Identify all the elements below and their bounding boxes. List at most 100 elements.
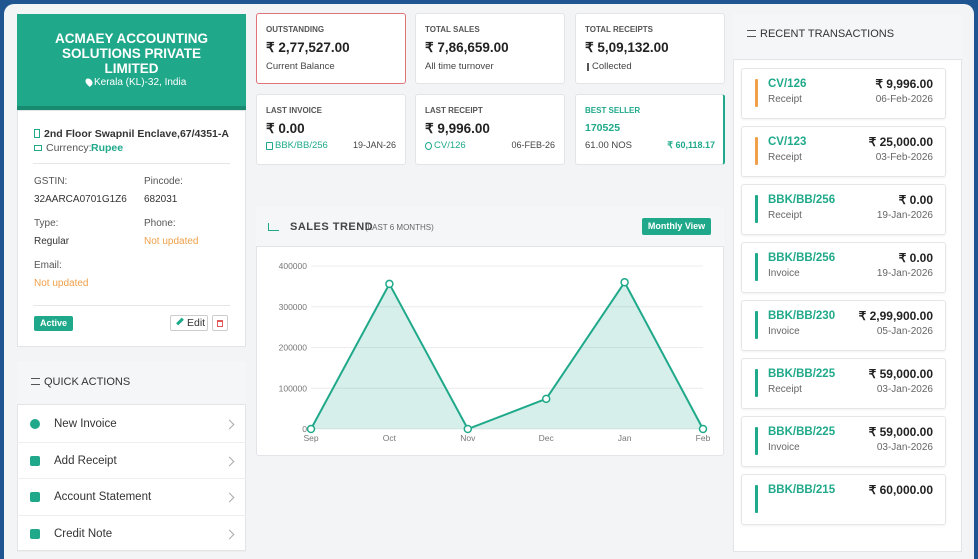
transaction-date: 06-Feb-2026 (875, 94, 933, 105)
transaction-ref: CV/123 (768, 136, 807, 148)
stat-card (256, 13, 406, 84)
action-icon (30, 492, 40, 502)
stat-label: TOTAL SALES (425, 25, 480, 34)
transaction-type: Receipt (768, 384, 802, 395)
divider (33, 305, 230, 306)
stat-note: Current Balance (266, 61, 335, 72)
chart-card (256, 207, 724, 456)
stat-note: Collected (592, 61, 632, 72)
transaction-card[interactable] (741, 184, 946, 235)
transaction-card[interactable] (741, 416, 946, 467)
currency-icon (34, 145, 42, 151)
stat-label: OUTSTANDING (266, 25, 325, 34)
stat-date: 06-FEB-26 (511, 140, 555, 150)
stat-label: LAST RECEIPT (425, 106, 483, 115)
x-tick-label: Jan (618, 433, 632, 443)
swap-icon (31, 378, 40, 385)
transactions-header (733, 14, 962, 60)
transaction-ref: BBK/BB/256 (768, 194, 836, 206)
transaction-bar (755, 195, 758, 223)
y-tick-label: 200000 (279, 343, 308, 353)
transaction-card[interactable] (741, 474, 946, 525)
transaction-card[interactable] (741, 242, 946, 293)
quick-action[interactable] (17, 443, 246, 479)
delete-button[interactable] (212, 315, 228, 331)
transaction-bar (755, 427, 758, 455)
transaction-amount: ₹ 59,000.00 (868, 367, 933, 381)
edit-button[interactable] (170, 315, 208, 331)
transaction-type: Invoice (768, 268, 800, 279)
point (463, 424, 473, 434)
stat-card (415, 13, 565, 84)
transaction-card[interactable] (741, 126, 946, 177)
status-badge: Active (34, 316, 73, 331)
transaction-date: 19-Jan-2026 (876, 210, 933, 221)
x-tick-label: Feb (696, 433, 711, 443)
address-icon (34, 129, 40, 138)
currency-label: Currency: (46, 142, 92, 154)
stat-ref: BBK/BB/256 (275, 140, 328, 151)
company-address: 2nd Floor Swapnil Enclave,67/4351-A (44, 128, 229, 140)
transaction-type: Invoice (768, 442, 800, 453)
quick-action[interactable] (17, 516, 246, 552)
transaction-type: Receipt (768, 210, 802, 221)
stat-value: ₹ 0.00 (266, 121, 305, 136)
edit-label: Edit (187, 317, 206, 329)
quick-action[interactable] (17, 406, 246, 443)
transaction-ref: BBK/BB/225 (768, 368, 836, 380)
trash-icon (217, 320, 223, 327)
view-button[interactable]: Monthly View (642, 218, 711, 235)
chart-title: SALES TREND (290, 221, 374, 233)
stat-ref: CV/126 (434, 140, 466, 151)
transactions-title: RECENT TRANSACTIONS (760, 28, 895, 40)
currency: Rupee (91, 142, 124, 154)
company-name: LIMITED (104, 61, 159, 76)
divider (33, 163, 230, 164)
action-icon (30, 419, 40, 429)
quick-actions-header (17, 361, 246, 405)
stat-card (256, 94, 406, 165)
y-tick-label: 300000 (279, 302, 308, 312)
transaction-card[interactable] (741, 358, 946, 409)
transaction-card[interactable] (741, 68, 946, 119)
stat-card (575, 13, 725, 84)
transaction-type: Receipt (768, 94, 802, 105)
quick-action[interactable] (17, 479, 246, 516)
transaction-date: 03-Feb-2026 (875, 152, 933, 163)
arrow-icon (587, 63, 589, 71)
transaction-bar (755, 311, 758, 339)
transaction-bar (755, 137, 758, 165)
details-card (17, 110, 246, 347)
action-label: Account Statement (54, 491, 152, 503)
field-label: Email: (34, 260, 62, 271)
stat-label: BEST SELLER (585, 106, 641, 115)
field-value: 682031 (144, 194, 178, 205)
x-tick-label: Dec (539, 433, 555, 443)
action-icon (30, 455, 40, 466)
point (306, 424, 316, 434)
transaction-type: Receipt (768, 152, 802, 163)
transaction-date: 19-Jan-2026 (876, 268, 933, 279)
action-label: Add Receipt (54, 454, 117, 467)
company-name: SOLUTIONS PRIVATE (61, 46, 201, 61)
transaction-type: Invoice (768, 326, 800, 337)
transaction-amount: ₹ 60,000.00 (868, 483, 933, 497)
transaction-amount: ₹ 9,996.00 (875, 77, 933, 91)
transaction-date: 03-Jan-2026 (876, 442, 933, 453)
x-tick-label: Oct (383, 433, 397, 443)
ref-icon (266, 142, 273, 150)
field-value: 32AARCA0701G1Z6 (34, 194, 127, 205)
transaction-amount: ₹ 0.00 (898, 193, 933, 207)
transaction-ref: BBK/BB/215 (768, 484, 836, 496)
transaction-date: 05-Jan-2026 (876, 326, 933, 337)
transaction-card[interactable] (741, 300, 946, 351)
transaction-amount: ₹ 2,99,900.00 (858, 309, 933, 323)
swap-icon (747, 30, 756, 37)
trend-icon (268, 223, 279, 231)
stat-ref: 61.00 NOS (585, 140, 632, 151)
stat-value: ₹ 2,77,527.00 (266, 40, 350, 55)
ref-icon (425, 142, 432, 150)
stat-value: ₹ 7,86,659.00 (425, 40, 509, 55)
transaction-amount: ₹ 59,000.00 (868, 425, 933, 439)
